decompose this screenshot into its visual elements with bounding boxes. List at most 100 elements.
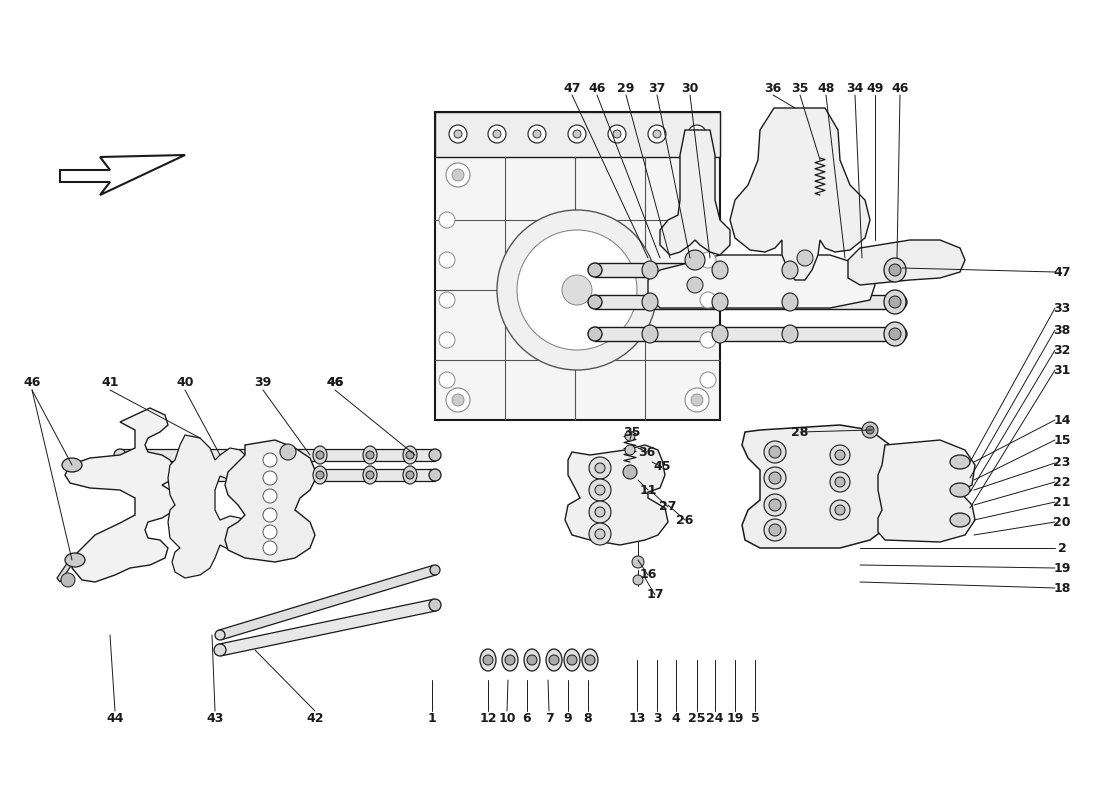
Text: 19: 19 [1054,562,1070,574]
Circle shape [595,463,605,473]
Circle shape [798,250,813,266]
Circle shape [595,507,605,517]
Text: 36: 36 [764,82,782,94]
Circle shape [693,130,701,138]
Circle shape [505,655,515,665]
Circle shape [406,451,414,459]
Circle shape [700,292,716,308]
Circle shape [835,505,845,515]
Text: 45: 45 [653,461,671,474]
Circle shape [263,508,277,522]
Text: 29: 29 [617,82,635,94]
Ellipse shape [782,293,797,311]
Ellipse shape [363,466,377,484]
Text: 40: 40 [176,377,194,390]
Ellipse shape [114,469,126,481]
Circle shape [568,125,586,143]
Ellipse shape [884,290,906,314]
Ellipse shape [429,469,441,481]
Ellipse shape [884,322,906,346]
Ellipse shape [950,513,970,527]
Circle shape [625,445,635,455]
Ellipse shape [712,293,728,311]
Ellipse shape [893,263,907,277]
Ellipse shape [893,327,907,341]
Text: 47: 47 [1054,266,1070,278]
Ellipse shape [429,449,441,461]
Circle shape [439,372,455,388]
Circle shape [263,471,277,485]
Text: 37: 37 [648,82,666,94]
Text: 6: 6 [522,711,531,725]
Circle shape [439,212,455,228]
Circle shape [446,388,470,412]
Text: 12: 12 [480,711,497,725]
Ellipse shape [403,466,417,484]
Circle shape [700,332,716,348]
Text: 25: 25 [689,711,706,725]
Circle shape [406,471,414,479]
Circle shape [549,655,559,665]
Circle shape [685,163,710,187]
Ellipse shape [950,455,970,469]
Circle shape [653,130,661,138]
Ellipse shape [884,258,906,282]
Circle shape [685,250,705,270]
Ellipse shape [893,295,907,309]
Circle shape [454,130,462,138]
Circle shape [830,472,850,492]
Ellipse shape [712,325,728,343]
Ellipse shape [782,325,797,343]
Circle shape [835,477,845,487]
Polygon shape [60,155,185,195]
Ellipse shape [214,644,225,656]
Circle shape [517,230,637,350]
Circle shape [566,655,578,665]
Text: 17: 17 [647,589,663,602]
Circle shape [691,394,703,406]
Text: 42: 42 [306,711,323,725]
Text: 31: 31 [1054,363,1070,377]
Ellipse shape [403,446,417,464]
Text: 19: 19 [726,711,744,725]
Ellipse shape [712,261,728,279]
Text: 44: 44 [107,711,123,725]
Polygon shape [120,469,434,481]
Circle shape [623,465,637,479]
Polygon shape [219,599,437,656]
Circle shape [316,451,324,459]
Circle shape [263,525,277,539]
Circle shape [366,471,374,479]
Circle shape [700,372,716,388]
Text: 21: 21 [1054,495,1070,509]
Ellipse shape [950,483,970,497]
Circle shape [585,655,595,665]
Circle shape [493,130,500,138]
Text: 8: 8 [584,711,592,725]
Circle shape [625,431,635,441]
Circle shape [608,125,626,143]
Circle shape [688,125,706,143]
Text: 26: 26 [676,514,694,526]
Text: 36: 36 [638,446,656,458]
Text: 28: 28 [791,426,808,438]
Bar [595,327,900,341]
Circle shape [889,296,901,308]
Polygon shape [730,108,870,280]
Text: 27: 27 [659,501,676,514]
Circle shape [439,332,455,348]
Circle shape [483,655,493,665]
Ellipse shape [524,649,540,671]
Circle shape [691,169,703,181]
Text: 48: 48 [817,82,835,94]
Circle shape [439,252,455,268]
Circle shape [700,212,716,228]
Text: 4: 4 [672,711,681,725]
Text: 16: 16 [639,569,657,582]
Circle shape [632,575,644,585]
Ellipse shape [429,599,441,611]
Circle shape [316,471,324,479]
Text: 15: 15 [1054,434,1070,446]
Circle shape [830,445,850,465]
Circle shape [595,529,605,539]
